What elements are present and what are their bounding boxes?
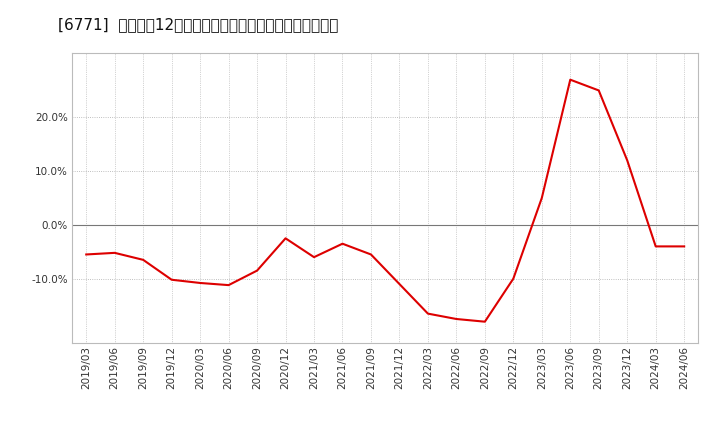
- Text: [6771]  売上高の12か月移動合計の対前年同期増減率の推移: [6771] 売上高の12か月移動合計の対前年同期増減率の推移: [58, 18, 338, 33]
